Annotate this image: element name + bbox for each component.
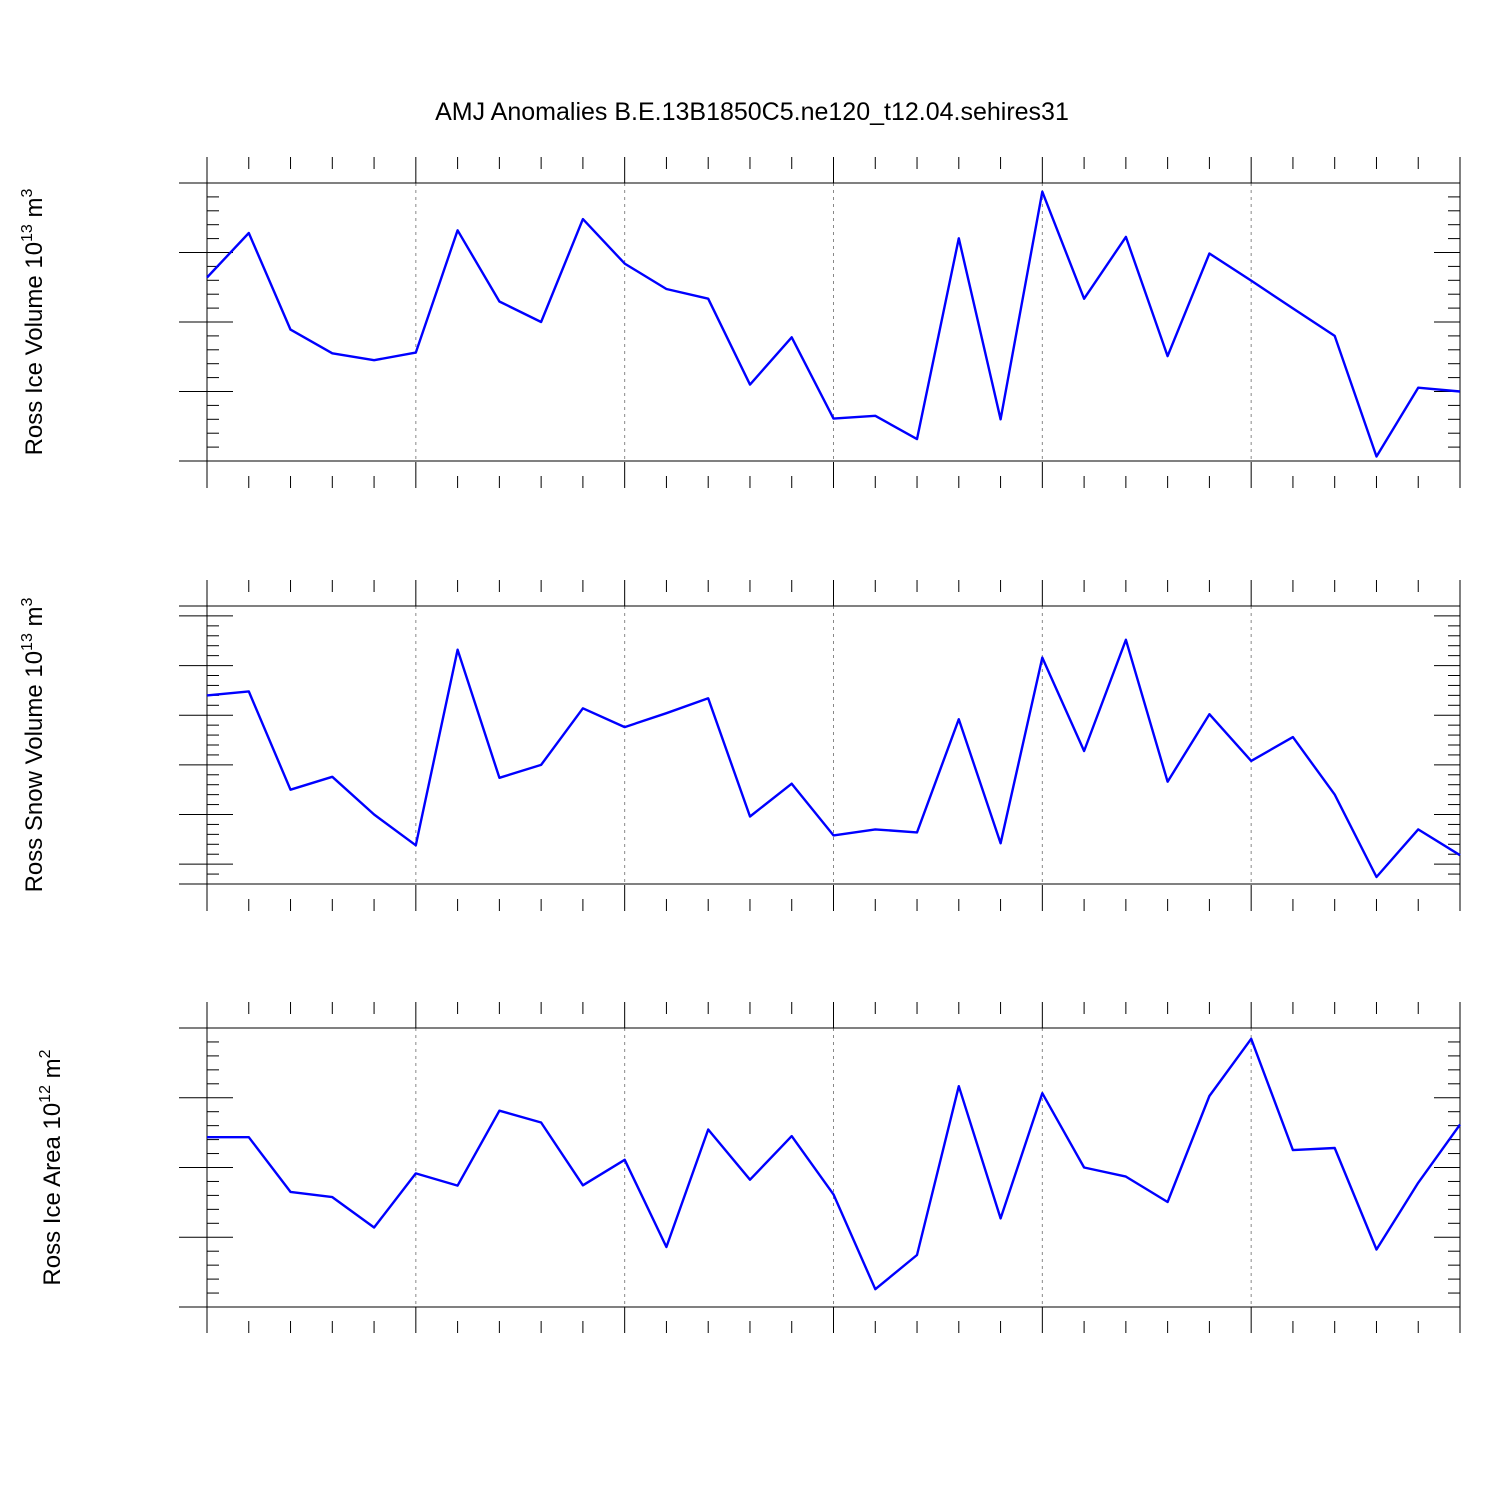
y-axis-label-space [21,217,48,224]
y-axis-label: Ross Ice Volume 1013 m3 [19,188,48,455]
y-axis-label-unit-exponent: 3 [19,597,36,606]
series-line [207,1037,1461,1291]
panel-3: Ross Ice Area 1012 m2 [37,1002,1461,1333]
y-axis-label-exponent: 13 [19,633,36,651]
y-axis-label-exponent: 12 [37,1085,54,1103]
y-axis-label-main: Ross Ice Volume 10 [21,242,48,455]
y-axis-label-space [21,626,48,633]
y-axis-label-main: Ross Ice Area 10 [39,1103,66,1286]
y-axis-label-unit: m [21,197,48,217]
y-axis-label: Ross Ice Area 1012 m2 [37,1049,66,1285]
y-axis-label-unit: m [39,1058,66,1078]
panel-1: Ross Ice Volume 1013 m3 [19,157,1461,488]
y-axis-label-unit-exponent: 2 [37,1049,54,1058]
y-axis-label-unit: m [21,606,48,626]
y-axis-label-exponent: 13 [19,224,36,242]
series-line [206,638,1461,879]
y-axis-label: Ross Snow Volume 1013 m3 [19,597,48,892]
chart-title: AMJ Anomalies B.E.13B1850C5.ne120_t12.04… [435,98,1069,126]
y-axis-label-unit-exponent: 3 [19,188,36,197]
y-axis-label-main: Ross Snow Volume 10 [21,651,48,892]
y-axis-label-space [39,1078,66,1085]
panel-2: Ross Snow Volume 1013 m3 [19,580,1461,911]
series-line [206,190,1461,458]
